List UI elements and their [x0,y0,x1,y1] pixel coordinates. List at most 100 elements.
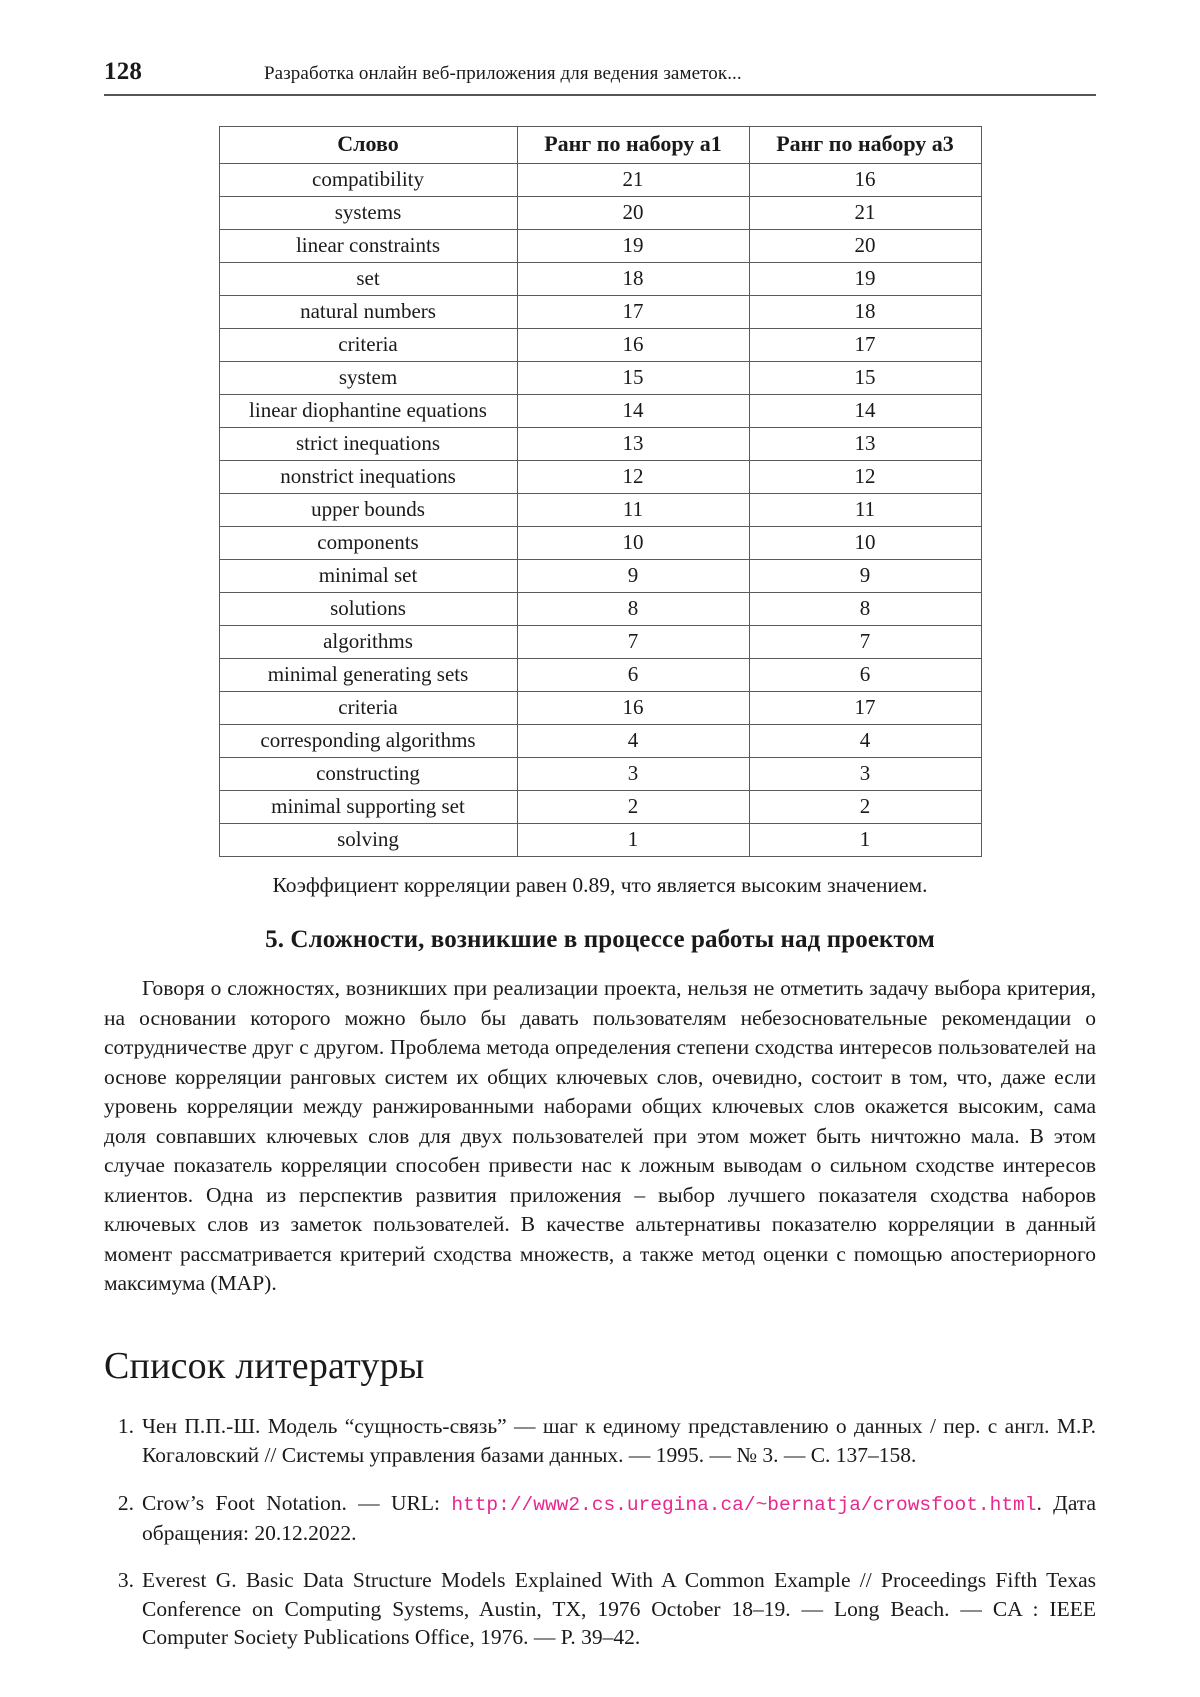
cell-word: linear constraints [218,229,518,263]
table-row: linear diophantine equations 14 14 [218,394,982,428]
cell-rank-a1: 3 [516,757,750,791]
bibliography-heading: Список литературы [104,1345,425,1388]
table-row: corresponding algorithms 4 4 [218,724,982,758]
bibliography-list: 1. Чен П.П.-Ш. Модель “сущность-связь” — … [104,1412,1096,1651]
cell-rank-a3: 15 [748,361,982,395]
table-row: constructing 3 3 [218,757,982,791]
table-row: upper bounds 11 11 [218,493,982,527]
section-heading: 5. Сложности, возникшие в процессе работ… [265,926,935,954]
cell-rank-a3: 4 [748,724,982,758]
table-row: criteria 16 17 [218,328,982,362]
bibliography-url-link[interactable]: http://www2.cs.uregina.ca/~bernatja/crow… [451,1493,1037,1516]
cell-rank-a1: 20 [516,196,750,230]
cell-word: system [218,361,518,395]
cell-rank-a3: 20 [748,229,982,263]
cell-word: systems [218,196,518,230]
cell-rank-a1: 1 [516,823,750,857]
cell-rank-a1: 17 [516,295,750,329]
cell-word: set [218,262,518,296]
cell-word: solving [218,823,518,857]
cell-rank-a3: 18 [748,295,982,329]
cell-rank-a1: 16 [516,691,750,725]
table-row: solutions 8 8 [218,592,982,626]
cell-rank-a3: 11 [748,493,982,527]
bibliography-item-number: 1. [117,1414,134,1439]
cell-rank-a1: 9 [516,559,750,593]
cell-word: algorithms [218,625,518,659]
cell-rank-a3: 12 [748,460,982,494]
cell-word: compatibility [218,163,518,197]
cell-word: natural numbers [218,295,518,329]
cell-rank-a1: 8 [516,592,750,626]
table-row: strict inequations 13 13 [218,427,982,461]
cell-word: criteria [218,691,518,725]
cell-word: corresponding algorithms [218,724,518,758]
table-row: solving 1 1 [218,823,982,857]
bibliography-item-number: 2. [117,1490,134,1515]
cell-rank-a3: 7 [748,625,982,659]
cell-rank-a3: 6 [748,658,982,692]
cell-word: strict inequations [218,427,518,461]
table-row: algorithms 7 7 [218,625,982,659]
cell-word: minimal supporting set [218,790,518,824]
cell-word: upper bounds [218,493,518,527]
cell-rank-a1: 19 [516,229,750,263]
ranks-table-body: compatibility 21 16 systems 20 21 linear const… [218,163,982,857]
bibliography-item-text: Everest G. Basic Data Structure Models E… [142,1568,1096,1650]
cell-rank-a1: 10 [516,526,750,560]
table-row: components 10 10 [218,526,982,560]
bibliography-item-text: Crow’s Foot Notation. — URL: [142,1490,452,1515]
cell-rank-a1: 6 [516,658,750,692]
bibliography-item: 3. Everest G. Basic Data Structure Models… [104,1566,1096,1652]
table-row: linear constraints 19 20 [218,229,982,263]
cell-rank-a1: 18 [516,262,750,296]
table-row: natural numbers 17 18 [218,295,982,329]
cell-rank-a1: 16 [516,328,750,362]
cell-rank-a1: 21 [516,163,750,197]
cell-rank-a3: 2 [748,790,982,824]
table-row: system 15 15 [218,361,982,395]
running-head: 128 Разработка онлайн веб-приложения для… [104,58,1096,92]
cell-rank-a3: 16 [748,163,982,197]
section-paragraph: Говоря о сложностях, возникших при реали… [104,976,1096,1295]
cell-rank-a3: 17 [748,328,982,362]
ranks-table-container: Слово Ранг по набору a1 Ранг по набору a… [104,126,1096,857]
cell-rank-a3: 19 [748,262,982,296]
cell-word: criteria [218,328,518,362]
cell-word: linear diophantine equations [218,394,518,428]
cell-word: minimal set [218,559,518,593]
correlation-caption: Коэффициент корреляции равен 0.89, что я… [272,873,928,897]
cell-rank-a3: 13 [748,427,982,461]
cell-rank-a3: 10 [748,526,982,560]
cell-word: constructing [218,757,518,791]
header-rule [104,94,1096,96]
bibliography-item-text: Чен П.П.-Ш. Модель “сущность-связь” — ша… [142,1414,1096,1468]
column-header-rank-a3: Ранг по набору a3 [748,126,982,164]
table-row: minimal supporting set 2 2 [218,790,982,824]
cell-word: minimal generating sets [218,658,518,692]
cell-rank-a3: 3 [748,757,982,791]
column-header-word: Слово [218,126,518,164]
table-row: nonstrict inequations 12 12 [218,460,982,494]
cell-rank-a1: 7 [516,625,750,659]
cell-rank-a3: 21 [748,196,982,230]
cell-rank-a3: 14 [748,394,982,428]
cell-rank-a1: 12 [516,460,750,494]
bibliography-item-number: 3. [117,1568,134,1593]
cell-rank-a1: 14 [516,394,750,428]
cell-rank-a1: 11 [516,493,750,527]
table-row: set 18 19 [218,262,982,296]
cell-rank-a3: 9 [748,559,982,593]
cell-rank-a1: 2 [516,790,750,824]
cell-word: solutions [218,592,518,626]
table-header-row: Слово Ранг по набору a1 Ранг по набору a… [218,126,982,164]
ranks-table: Слово Ранг по набору a1 Ранг по набору a… [218,126,982,857]
table-row: criteria 16 17 [218,691,982,725]
page-number: 128 [104,58,143,85]
bibliography-item-access-date: . Дата обращения: 20.12.2022. [142,1490,1097,1545]
cell-rank-a1: 4 [516,724,750,758]
table-row: minimal set 9 9 [218,559,982,593]
column-header-rank-a1: Ранг по набору a1 [516,126,750,164]
table-row: minimal generating sets 6 6 [218,658,982,692]
